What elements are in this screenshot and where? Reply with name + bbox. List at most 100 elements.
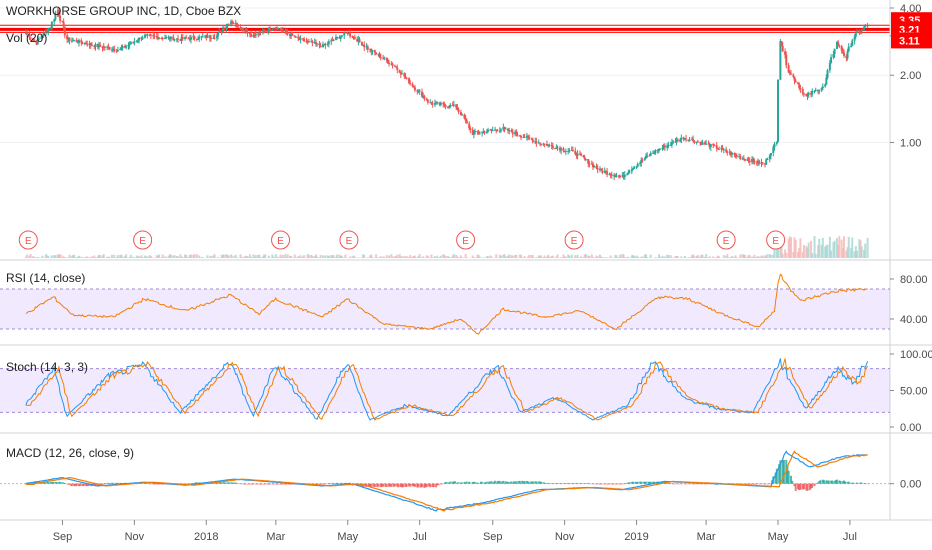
volume-bar <box>362 254 365 258</box>
candle-body <box>567 151 570 153</box>
candle-body <box>755 162 758 164</box>
macd-bar <box>615 483 618 485</box>
candle-body <box>614 176 617 178</box>
candle-body <box>83 42 86 44</box>
macd-bar <box>689 483 692 485</box>
volume-bar <box>451 255 454 258</box>
macd-bar <box>448 482 451 484</box>
macd-bar <box>271 483 274 485</box>
volume-bar <box>73 254 76 258</box>
candle-body <box>371 50 374 52</box>
candle-body <box>826 70 829 78</box>
macd-bar <box>402 483 405 488</box>
candle-body <box>835 41 838 49</box>
macd-bar <box>112 482 115 484</box>
volume-bar <box>507 255 510 258</box>
candle-body <box>570 149 573 151</box>
volume-bar <box>276 257 279 258</box>
macd-bar <box>575 483 578 484</box>
macd-bar <box>339 482 342 484</box>
macd-bar <box>666 482 669 484</box>
macd-bar <box>611 483 614 485</box>
volume-bar <box>530 254 533 258</box>
macd-bar <box>464 482 467 484</box>
candle-body <box>326 43 329 45</box>
candle-body <box>241 27 244 31</box>
macd-bar <box>444 482 447 484</box>
macd-bar <box>327 483 330 484</box>
volume-bar <box>485 256 488 258</box>
macd-bar <box>551 483 554 484</box>
candle-body <box>828 62 831 71</box>
volume-bar <box>32 256 35 258</box>
candle-body <box>667 144 670 146</box>
macd-bar <box>492 481 495 484</box>
earnings-label: E <box>571 236 578 247</box>
macd-bar <box>62 482 65 484</box>
volume-bar <box>106 256 109 258</box>
volume-bar <box>707 257 710 258</box>
macd-bar <box>241 483 244 485</box>
time-tick-label: May <box>768 531 789 543</box>
volume-bar <box>657 254 660 258</box>
candle-body <box>198 36 201 39</box>
candle-body <box>538 142 541 144</box>
candle-body <box>756 160 759 163</box>
candle-body <box>742 158 745 160</box>
candle-body <box>204 35 207 37</box>
signal-line <box>25 358 869 421</box>
macd-bar <box>847 481 850 484</box>
macd-bar <box>488 481 491 484</box>
volume-bar <box>444 256 447 258</box>
volume-bar <box>338 254 341 258</box>
macd-bar <box>280 483 283 485</box>
volume-bar <box>860 246 863 258</box>
macd-bar <box>66 483 69 485</box>
macd-bar <box>489 481 492 484</box>
volume-bar <box>563 256 566 258</box>
macd-bar <box>811 483 814 488</box>
macd-bar <box>243 483 246 485</box>
candle-body <box>28 34 31 38</box>
candle-body <box>313 41 316 44</box>
volume-bar <box>168 254 171 258</box>
volume-bar <box>443 254 446 258</box>
macd-bar <box>786 465 789 484</box>
volume-bar <box>177 256 179 258</box>
macd-bar <box>103 483 106 484</box>
candle-body <box>772 147 775 154</box>
volume-bar <box>457 257 460 258</box>
macd-bar <box>696 483 699 485</box>
macd-bar <box>314 483 317 485</box>
volume-bar <box>753 254 756 258</box>
volume-bar <box>537 255 540 258</box>
candle-body <box>621 175 624 177</box>
macd-bar <box>505 481 508 484</box>
volume-bars <box>24 236 869 258</box>
macd-bar <box>119 482 122 484</box>
price-levels <box>0 24 890 33</box>
volume-bar <box>352 255 355 258</box>
volume-bar <box>540 255 543 258</box>
candle-body <box>465 120 468 124</box>
volume-bar <box>254 255 257 258</box>
candle-body <box>682 137 685 140</box>
volume-bar <box>286 254 289 258</box>
candle-body <box>853 36 856 41</box>
volume-bar <box>556 254 559 258</box>
candle-body <box>626 174 629 176</box>
macd-bar <box>761 483 764 485</box>
candle-body <box>499 129 502 131</box>
volume-bar <box>489 255 492 258</box>
volume-bar <box>363 255 366 258</box>
candle-body <box>760 162 763 164</box>
macd-bar <box>810 483 813 489</box>
time-tick-label: Mar <box>697 531 716 543</box>
volume-bar <box>180 256 183 258</box>
candle-body <box>280 29 283 31</box>
macd-bar <box>563 483 566 484</box>
candle-body <box>507 128 510 131</box>
candle-body <box>93 45 96 48</box>
volume-bar <box>633 255 636 258</box>
candle-body <box>189 37 192 40</box>
